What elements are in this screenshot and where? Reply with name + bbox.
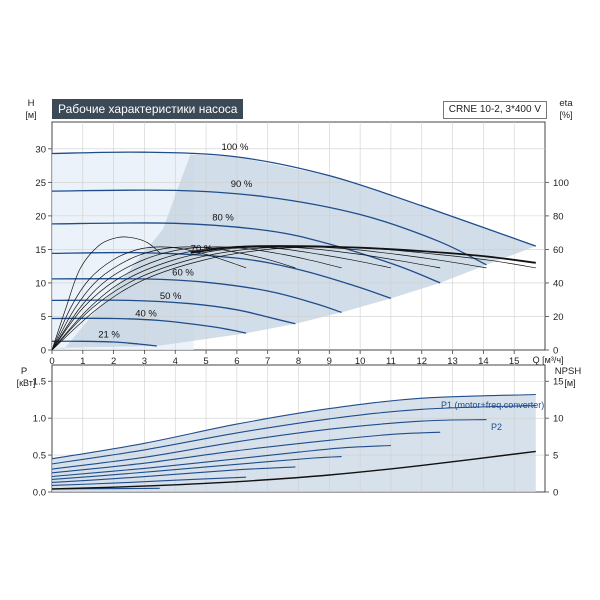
y-tick-label: 0.0 — [33, 488, 46, 499]
y-tick-label: 5 — [41, 312, 46, 323]
power-curve — [51, 419, 487, 470]
y-tick-label: 10 — [35, 278, 46, 289]
y2-axis-title: eta — [559, 98, 573, 109]
y2-tick-label: 20 — [553, 312, 564, 323]
efficiency-curve — [51, 246, 247, 351]
x-tick-label: 6 — [234, 356, 239, 367]
power-curve — [51, 476, 247, 486]
x-tick-label: 10 — [355, 356, 366, 367]
x-tick-label: 11 — [386, 356, 396, 367]
efficiency-envelope — [190, 245, 536, 264]
efficiency-curve — [51, 246, 487, 351]
head-efficiency-chart: 0 1 2 3 4 5 6 7 8 9 10 11 12 13 14 15 Q [м³/ч]0510152025… — [25, 98, 573, 367]
y-tick-label: 0.5 — [33, 451, 46, 462]
power-grid — [52, 365, 545, 492]
y2-tick-label: 10 — [553, 414, 564, 425]
head-curve — [51, 278, 342, 314]
speed-label: 100 % — [221, 142, 248, 153]
x-tick-label: 13 — [447, 356, 458, 367]
head-curves — [51, 151, 537, 347]
x-tick-label: 4 — [173, 356, 178, 367]
y2-axis-unit: [%] — [559, 110, 572, 120]
y-tick-label: 20 — [35, 211, 46, 222]
y-tick-label: 15 — [35, 245, 46, 256]
x-tick-label: 14 — [478, 356, 489, 367]
x-tick-label: 2 — [111, 356, 116, 367]
x-tick-label: 8 — [296, 356, 301, 367]
x-tick-label: 0 — [49, 356, 54, 367]
y2-tick-label: 80 — [553, 211, 564, 222]
power-range-fill — [52, 394, 536, 492]
efficiency-curves — [51, 236, 536, 351]
pump-model-label: CRNE 10-2, 3*400 V — [442, 101, 547, 119]
y2-axis-title: NPSH — [555, 366, 582, 377]
head-curve — [51, 189, 487, 266]
x-tick-label: 9 — [327, 356, 332, 367]
power-curve — [51, 405, 536, 465]
y2-tick-label: 5 — [553, 451, 558, 462]
head-curve — [51, 222, 441, 284]
y2-tick-label: 0 — [553, 346, 558, 357]
x-tick-label: 15 — [509, 356, 520, 367]
head-curve — [51, 340, 157, 347]
x-tick-label: 7 — [265, 356, 270, 367]
npsh-curve — [51, 450, 536, 490]
y-tick-label: 1.0 — [33, 414, 46, 425]
power-curves — [51, 393, 536, 490]
head-axes: 0 1 2 3 4 5 6 7 8 9 10 11 12 13 14 15 Q [м³/ч]0510152025… — [25, 98, 573, 367]
y-axis-unit: [м] — [25, 110, 36, 120]
y2-tick-label: 40 — [553, 278, 564, 289]
power-curve — [51, 466, 296, 483]
y2-tick-label: 100 — [553, 178, 569, 189]
speed-label: 80 % — [212, 213, 234, 224]
power-curve — [51, 444, 391, 478]
y-tick-label: 1.5 — [33, 377, 46, 388]
operating-region — [52, 153, 536, 349]
efficiency-curve — [51, 236, 161, 351]
speed-label: 21 % — [98, 329, 120, 340]
speed-labels: 100 % 90 % 80 % 70 % 60 % 50 %40 % 21 % — [98, 142, 253, 340]
speed-label: 70 % — [191, 243, 213, 254]
y-tick-label: 25 — [35, 178, 46, 189]
head-curve — [51, 317, 247, 334]
power-curve — [51, 456, 342, 480]
head-curve — [51, 251, 392, 300]
chart-title: Рабочие характеристики насоса — [52, 99, 244, 119]
efficiency-curve — [51, 246, 441, 351]
y2-tick-label: 0 — [553, 488, 558, 499]
y2-axis-unit: [м] — [564, 378, 575, 388]
speed-label: 50 % — [160, 291, 182, 302]
series-label-p2: P2 — [491, 422, 502, 432]
power-curve — [51, 393, 536, 460]
head-grid — [52, 122, 545, 350]
y-axis-title: P — [21, 366, 27, 377]
y-axis-title: H — [28, 98, 35, 109]
power-curve — [51, 431, 441, 474]
y-tick-label: 30 — [35, 144, 46, 155]
head-curve — [51, 151, 537, 247]
speed-label: 90 % — [231, 179, 253, 190]
x-tick-label: 5 — [203, 356, 208, 367]
x-tick-label: 12 — [416, 356, 427, 367]
y-tick-label: 0 — [41, 346, 46, 357]
power-series-labels: P1 (motor+freq.converter) P2 — [441, 400, 544, 432]
series-label-p1: P1 (motor+freq.converter) — [441, 400, 544, 410]
x-tick-label: 1 — [80, 356, 85, 367]
head-curve — [51, 299, 296, 325]
y2-tick-label: 60 — [553, 245, 564, 256]
speed-label: 60 % — [172, 268, 194, 279]
y2-tick-label: 15 — [553, 377, 564, 388]
y-axis-unit: [кВт] — [17, 378, 36, 388]
speed-label: 40 % — [135, 308, 157, 319]
x-axis-label: Q [м³/ч] — [533, 355, 564, 365]
x-tick-label: 3 — [142, 356, 147, 367]
power-region — [52, 394, 536, 492]
